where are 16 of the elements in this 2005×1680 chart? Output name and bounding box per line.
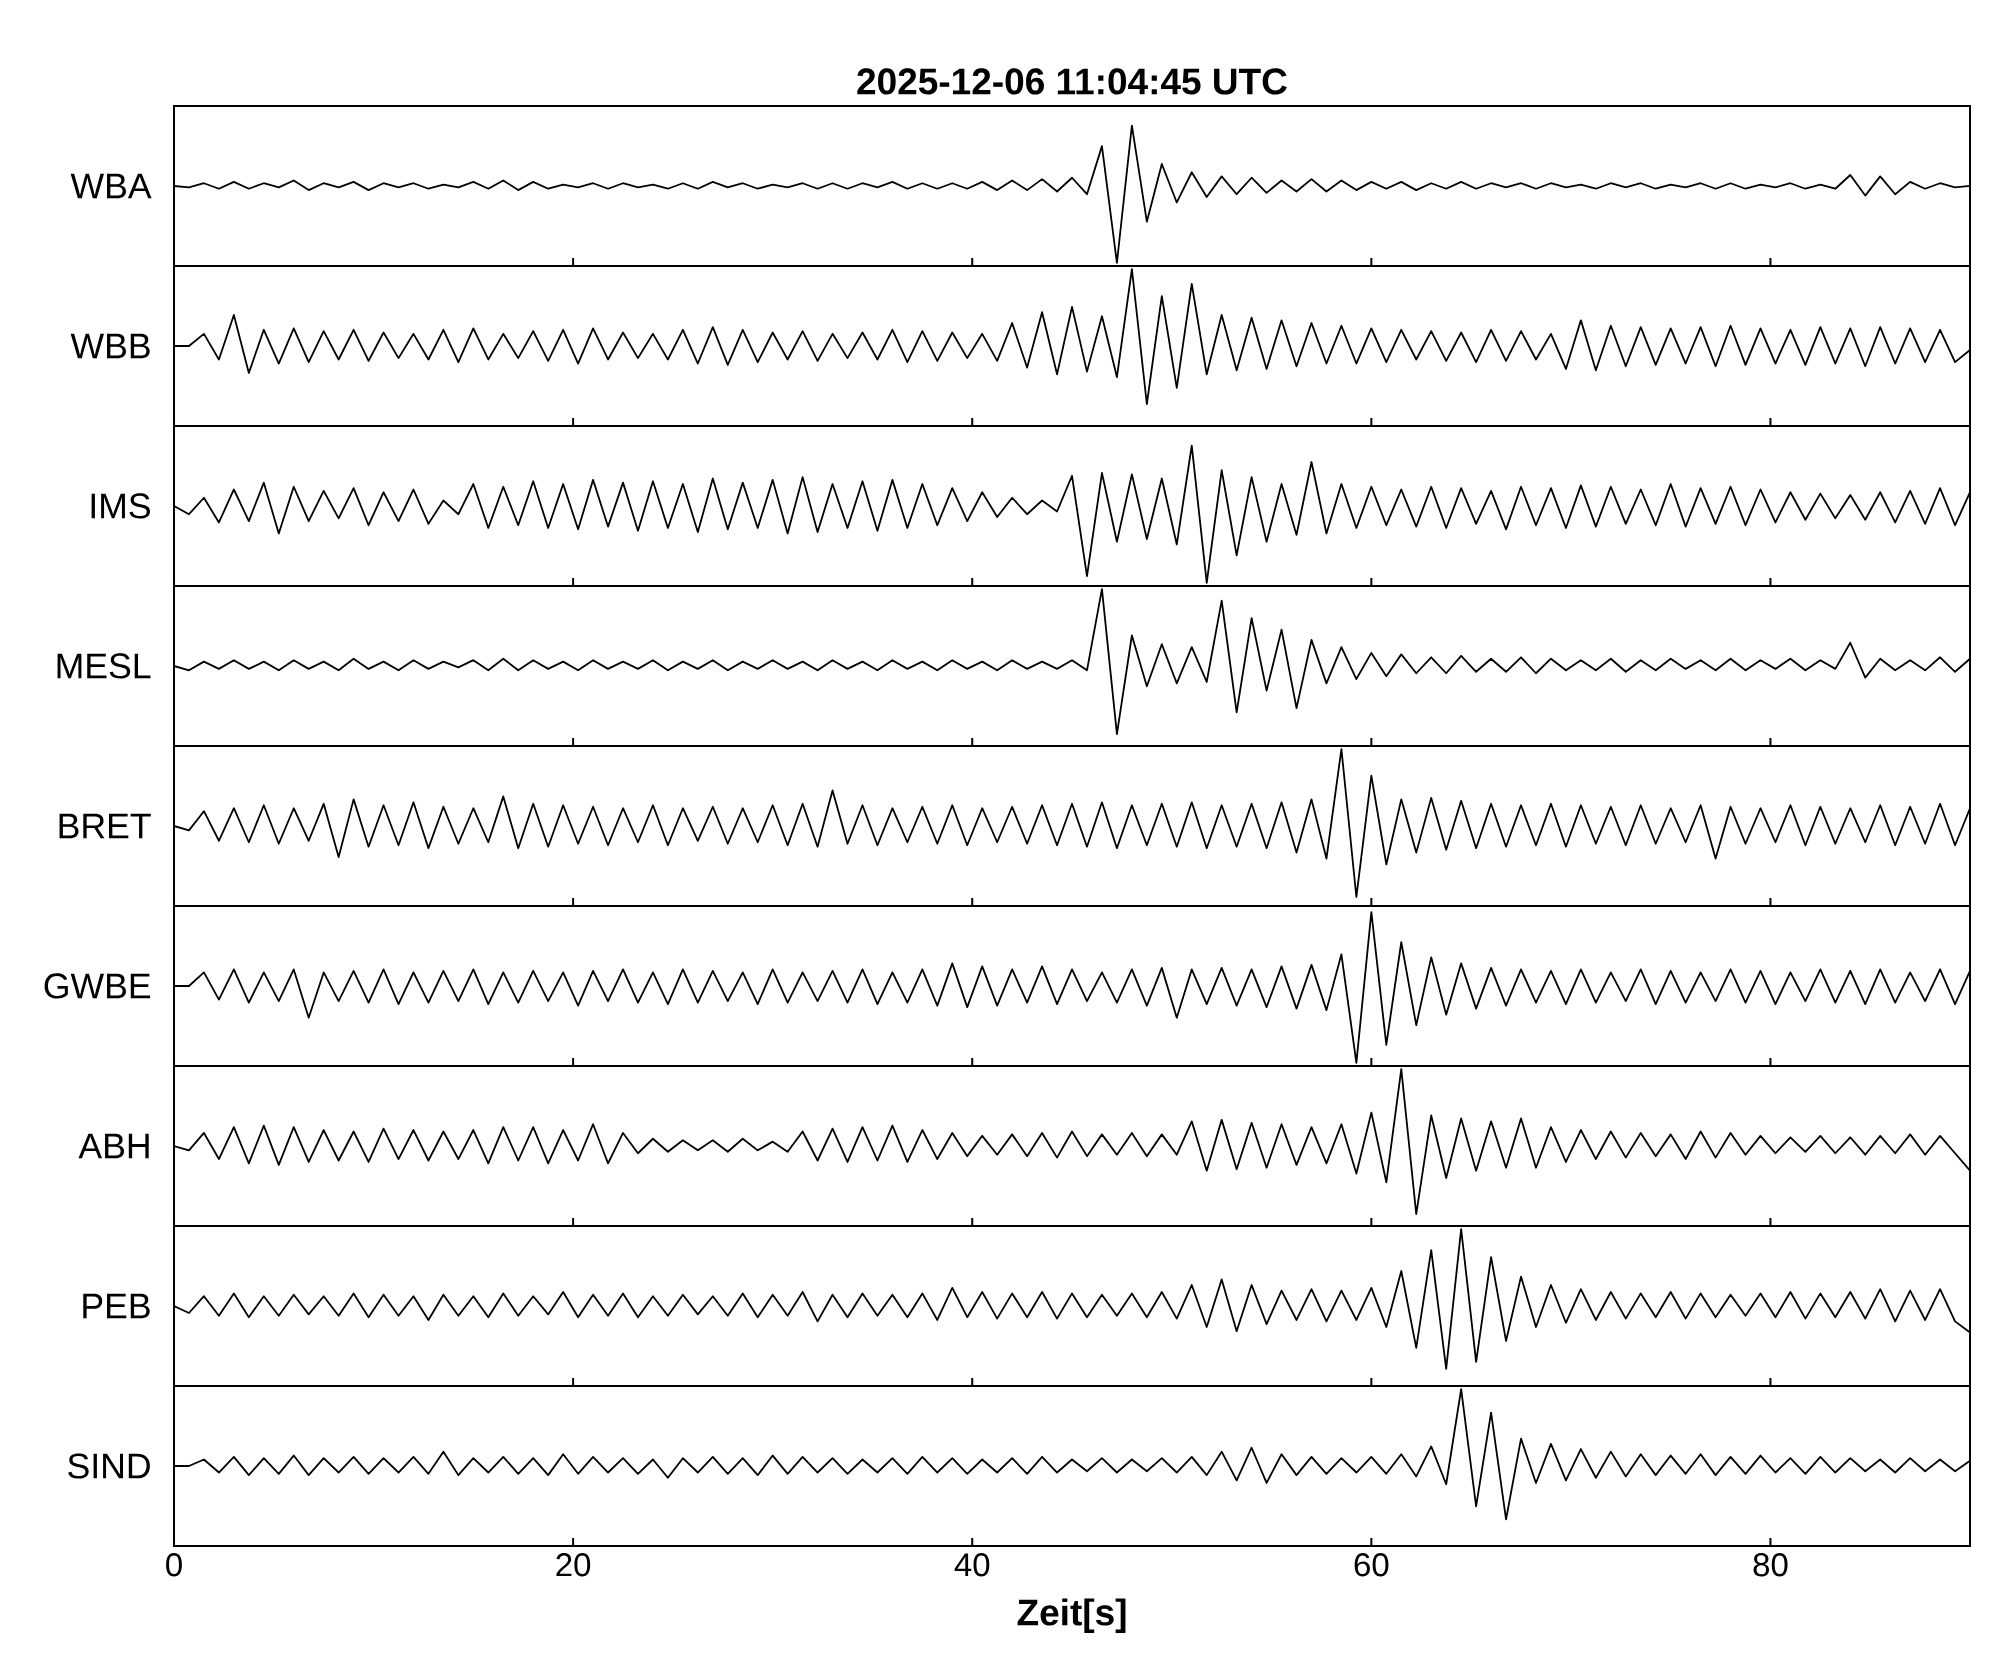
y-axis-title: SIND — [68, 1453, 150, 1479]
y-axis-title: ABH — [78, 1133, 149, 1159]
x-tick-label: 80 — [1753, 1553, 1788, 1577]
chart-title: 2025-12-06 11:04:45 UTC — [857, 68, 1287, 95]
y-axis-title: WBB — [70, 333, 150, 359]
x-tick-label: 0 — [166, 1553, 182, 1577]
y-axis-title: GWBE — [44, 973, 151, 999]
y-axis-title: MESL — [57, 653, 151, 679]
y-axis-title: WBA — [70, 173, 152, 199]
x-axis-title: Zeit[s] — [1017, 1598, 1126, 1633]
x-tick-label: 40 — [954, 1553, 990, 1577]
x-tick-label: 60 — [1354, 1553, 1389, 1577]
y-axis-title: PEB — [83, 1293, 150, 1319]
y-axis-title: BRET — [59, 813, 151, 839]
x-tick-label: 20 — [556, 1553, 591, 1577]
y-axis-title: IMS — [91, 493, 150, 519]
